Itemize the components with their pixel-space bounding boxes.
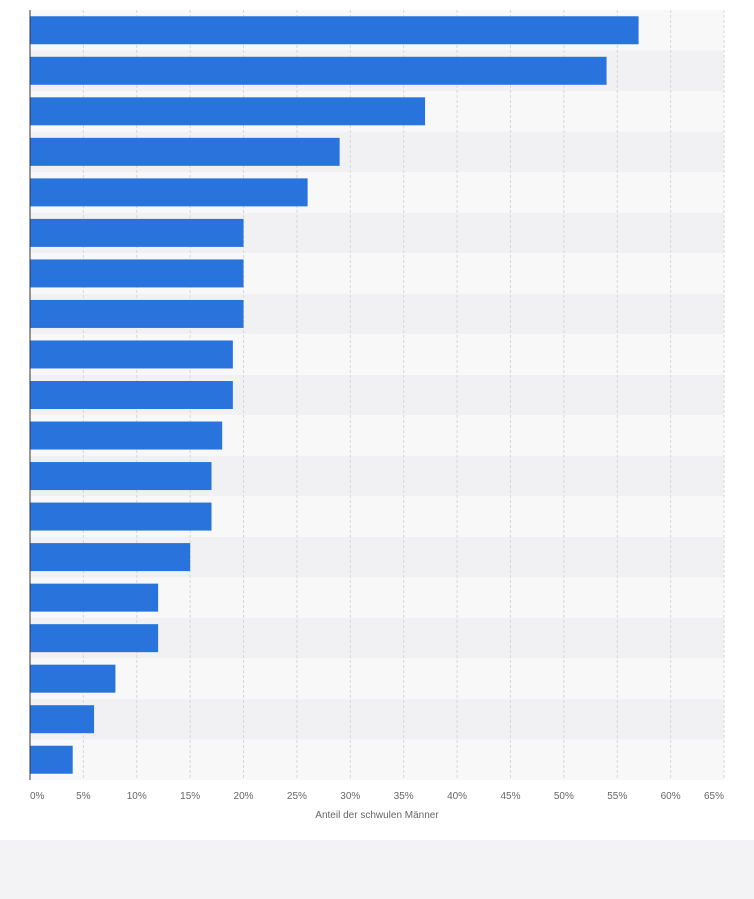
x-tick-label: 35% [394,791,414,802]
bar[interactable] [30,137,340,166]
x-tick-label: 40% [447,791,467,802]
x-tick-label: 5% [76,791,91,802]
x-tick-label: 0% [30,791,45,802]
x-tick-labels: 0% 5% 10% 15% 20% 25% 30% 35% 40% 45% 50% 55% 60% 65% [30,791,724,802]
bar[interactable] [30,56,607,85]
bar[interactable] [30,178,308,207]
bar[interactable] [30,218,244,247]
x-tick-label: 30% [340,791,360,802]
x-tick-label: 55% [607,791,627,802]
row-band [30,698,724,740]
chart-area: 0% 5% 10% 15% 20% 25% 30% 35% 40% 45% 50% 55% 60% 65%… [0,0,754,840]
x-tick-label: 25% [287,791,307,802]
bar[interactable] [30,340,233,369]
bar[interactable] [30,583,159,612]
bar[interactable] [30,624,159,653]
x-tick-label: 20% [234,791,254,802]
bar[interactable] [30,502,212,531]
bar[interactable] [30,745,73,774]
bar[interactable] [30,259,244,288]
x-tick-label: 45% [500,791,520,802]
bar-chart: 0% 5% 10% 15% 20% 25% 30% 35% 40% 45% 50% 55% 60% 65%… [29,10,725,821]
bar[interactable] [30,421,223,450]
bar[interactable] [30,16,639,45]
row-band [30,658,724,699]
row-band [30,739,724,780]
bar[interactable] [30,664,116,693]
x-tick-label: 10% [127,791,147,802]
bar[interactable] [30,381,233,409]
x-tick-label: 60% [661,791,681,802]
bars [30,16,639,774]
bar[interactable] [30,543,191,572]
bar[interactable] [30,705,95,734]
x-tick-label: 15% [180,791,200,802]
x-tick-label: 50% [554,791,574,802]
bar[interactable] [30,299,244,328]
footer-area [0,840,754,899]
bar[interactable] [30,97,426,126]
x-tick-label: 65% [704,791,724,802]
bar[interactable] [30,462,212,491]
x-axis-title: Anteil der schwulen Männer [315,810,439,821]
